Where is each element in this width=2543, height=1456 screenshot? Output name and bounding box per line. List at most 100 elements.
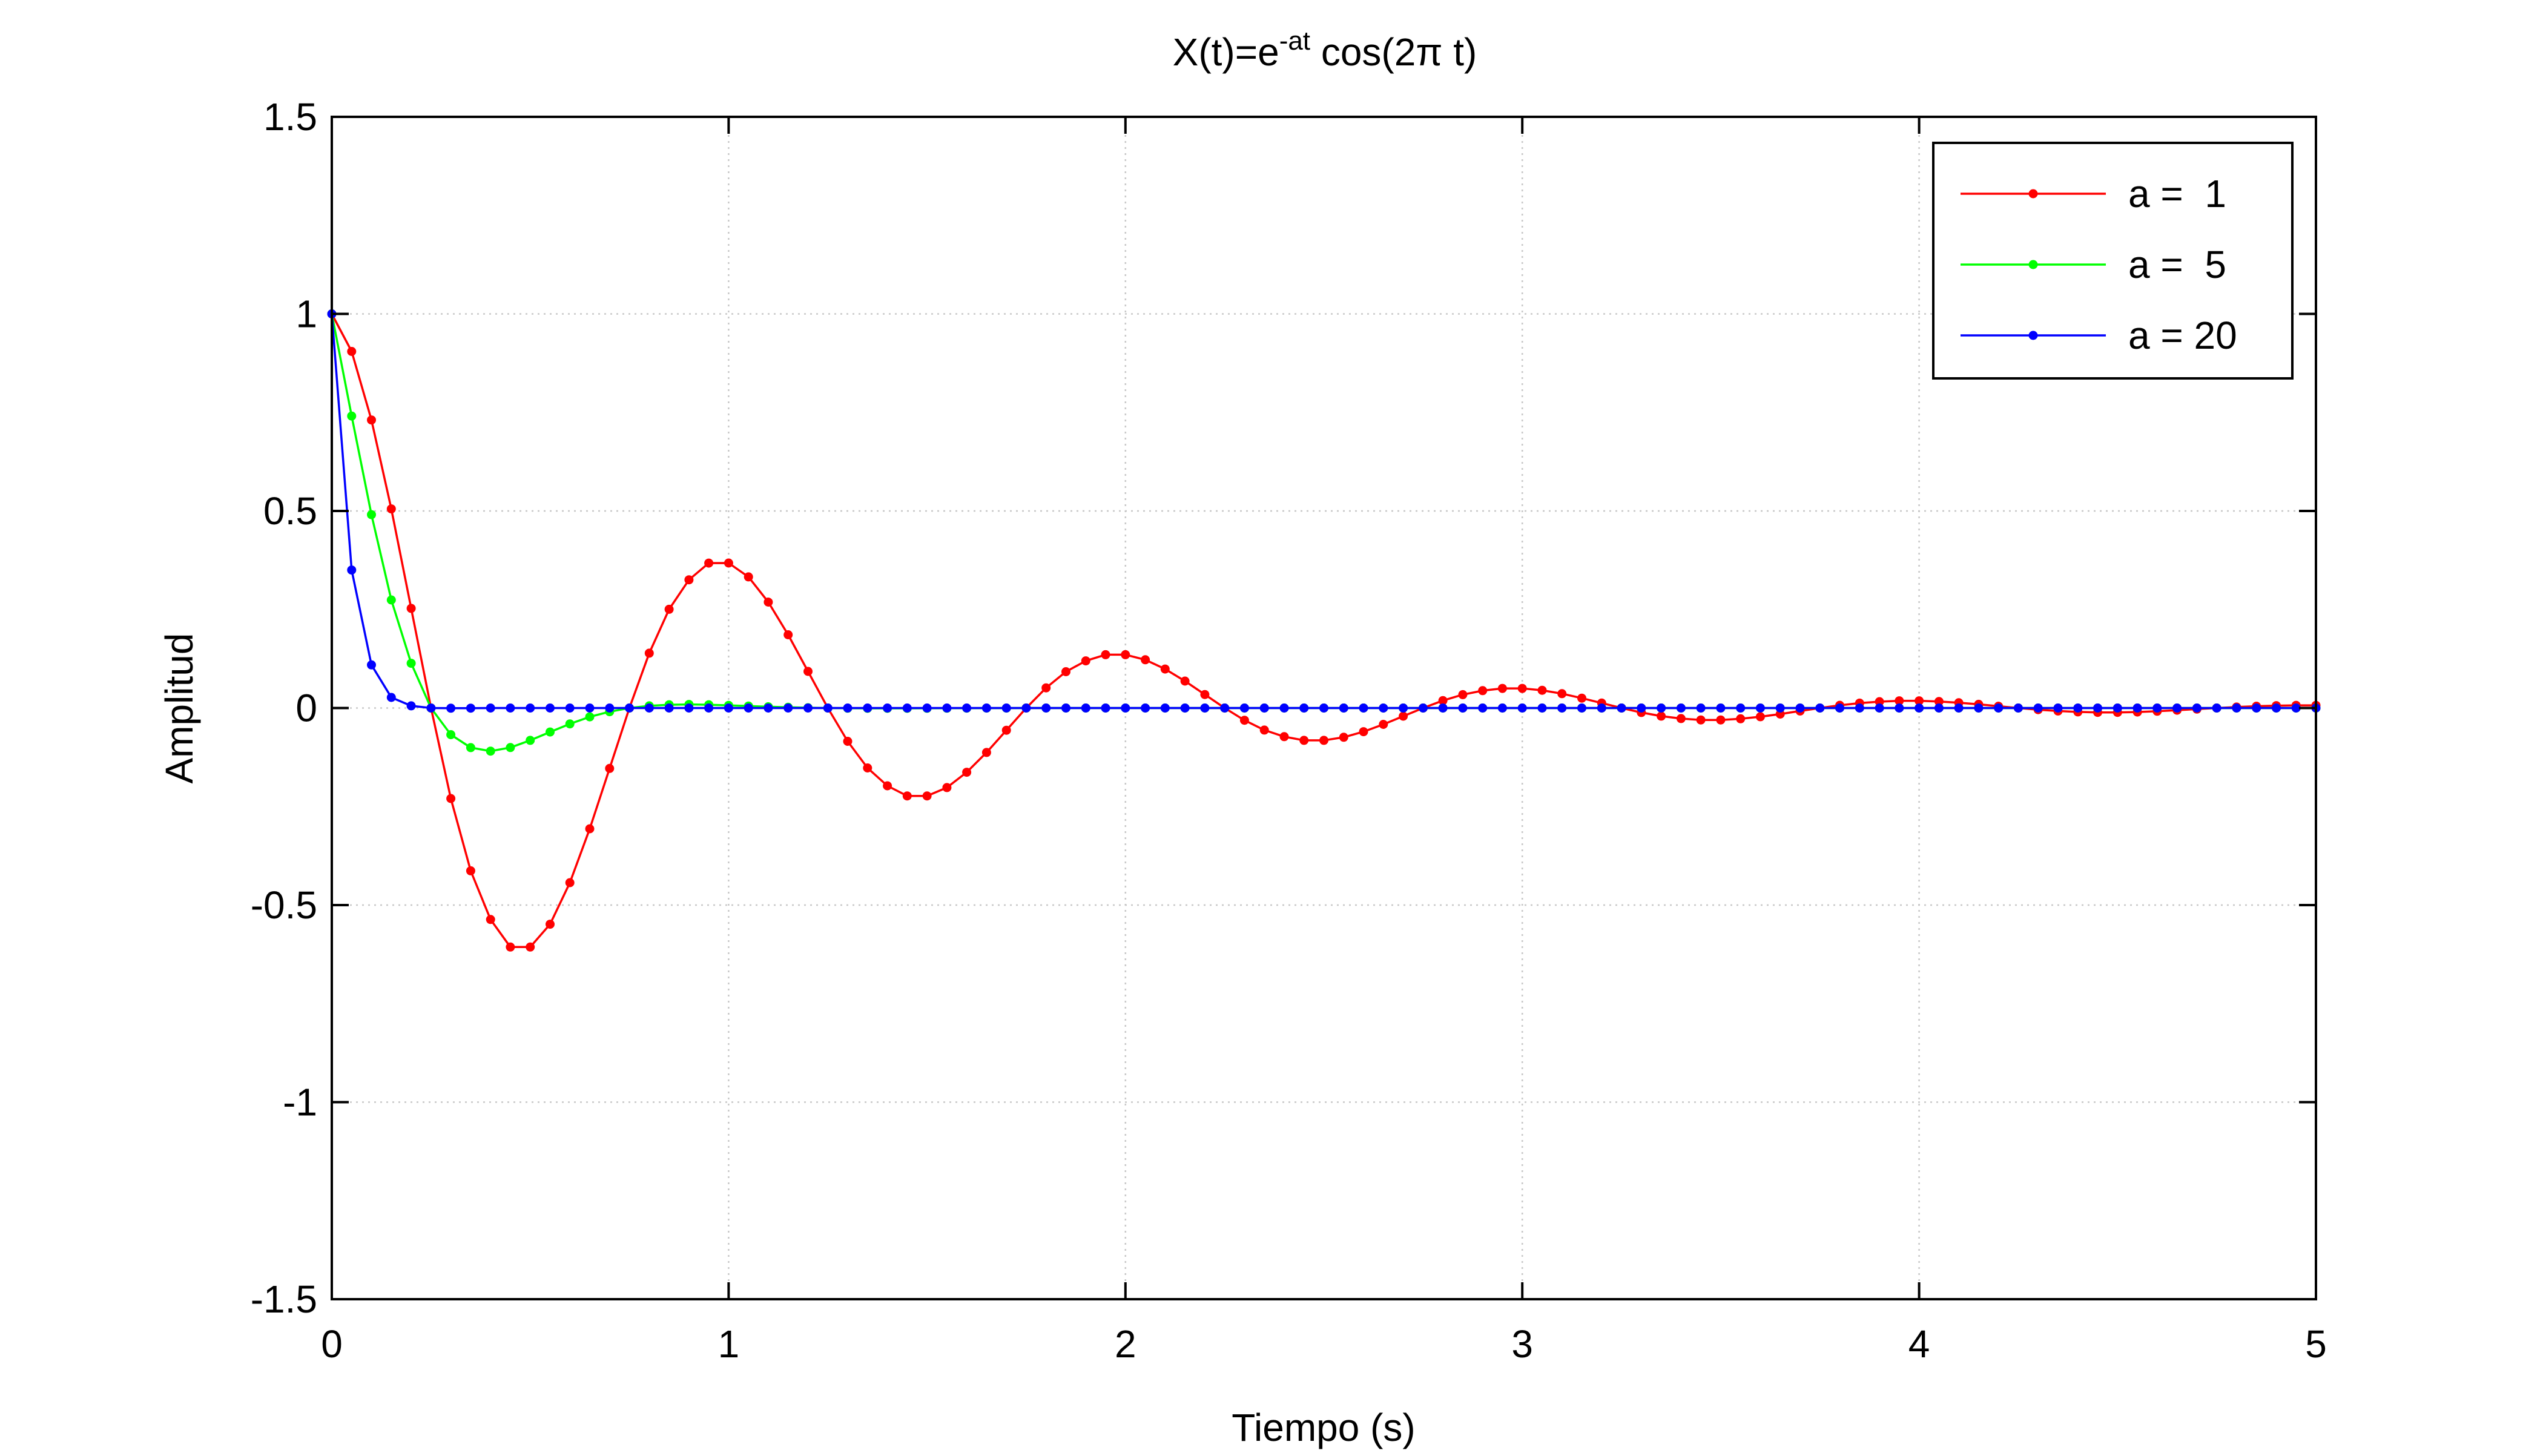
data-point: [1399, 711, 1408, 721]
x-tick-label: 3: [1511, 1322, 1533, 1366]
data-point: [764, 598, 773, 607]
data-point: [486, 703, 495, 713]
data-point: [1200, 690, 1210, 699]
data-point: [1517, 684, 1527, 693]
data-point: [1359, 703, 1368, 713]
x-tick-label: 5: [2305, 1322, 2327, 1366]
data-point: [843, 737, 853, 746]
chart-title-prefix: X(t)=e: [1173, 30, 1279, 74]
data-point: [1160, 703, 1170, 713]
data-point: [823, 703, 833, 713]
data-point: [2013, 703, 2023, 713]
data-point: [1557, 689, 1567, 699]
data-point: [565, 703, 575, 713]
x-tick-label: 1: [718, 1322, 740, 1366]
data-point: [863, 763, 872, 772]
data-point: [981, 748, 991, 757]
data-point: [2212, 703, 2221, 713]
data-point: [1279, 703, 1289, 713]
data-point: [526, 942, 535, 952]
data-point: [1815, 703, 1825, 713]
data-point: [2291, 703, 2301, 713]
data-point: [1795, 703, 1805, 713]
legend-label: a = 5: [2128, 243, 2226, 286]
data-point: [2053, 703, 2063, 713]
data-point: [1021, 703, 1031, 713]
data-point: [1716, 703, 1726, 713]
data-point: [764, 703, 773, 713]
data-point: [2192, 703, 2202, 713]
data-point: [466, 866, 475, 875]
data-point: [546, 920, 555, 929]
data-point: [1775, 703, 1785, 713]
data-point: [1934, 697, 1944, 707]
data-point: [1101, 650, 1110, 659]
data-point: [565, 719, 575, 729]
chart-title-superscript: -at: [1279, 26, 1310, 56]
data-point: [2172, 703, 2182, 713]
y-tick-label: 1.5: [263, 95, 317, 139]
data-point: [1657, 711, 1666, 721]
data-point: [744, 572, 753, 582]
data-point: [1220, 703, 1230, 713]
data-point: [1895, 696, 1904, 706]
data-point: [347, 411, 357, 421]
data-point: [2232, 703, 2241, 713]
y-tick-label: 0.5: [263, 489, 317, 533]
data-point: [2272, 703, 2281, 713]
chart-title-suffix: cos(2π t): [1310, 30, 1477, 74]
data-point: [1141, 703, 1150, 713]
data-point: [2113, 703, 2122, 713]
data-point: [704, 558, 714, 568]
data-point: [506, 743, 515, 753]
legend: a = 1 a = 5 a = 20: [1932, 142, 2294, 380]
data-point: [1974, 703, 1984, 713]
data-point: [1399, 703, 1408, 713]
data-point: [1855, 703, 1864, 713]
data-point: [2132, 703, 2142, 713]
data-point: [1755, 712, 1765, 722]
data-point: [1458, 690, 1468, 699]
data-point: [1835, 703, 1844, 713]
data-point: [1537, 685, 1547, 695]
data-point: [1041, 703, 1051, 713]
y-tick-label: 0: [295, 687, 317, 730]
data-point: [1597, 703, 1606, 713]
data-point: [386, 693, 396, 702]
data-point: [2033, 703, 2043, 713]
data-point: [2152, 703, 2162, 713]
data-point: [1497, 684, 1507, 693]
y-tick-label: -1.5: [251, 1277, 317, 1321]
data-point: [367, 660, 376, 670]
data-point: [1736, 703, 1746, 713]
data-point: [1577, 693, 1586, 703]
data-point: [605, 763, 615, 773]
data-point: [446, 730, 456, 739]
data-point: [565, 878, 575, 888]
data-point: [1696, 703, 1706, 713]
data-point: [1379, 720, 1388, 729]
data-point: [1537, 703, 1547, 713]
data-point: [1755, 703, 1765, 713]
data-point: [664, 703, 674, 713]
data-point: [1418, 703, 1428, 713]
y-tick-label: -0.5: [251, 883, 317, 927]
data-point: [1081, 656, 1090, 666]
data-point: [942, 703, 952, 713]
data-point: [347, 347, 357, 356]
data-point: [506, 703, 515, 713]
data-point: [1319, 736, 1328, 745]
data-point: [1478, 686, 1488, 696]
data-point: [1617, 703, 1626, 713]
data-point: [585, 824, 595, 834]
data-point: [902, 703, 912, 713]
data-point: [962, 703, 972, 713]
data-point: [1934, 703, 1944, 713]
data-point: [1379, 703, 1388, 713]
y-axis-label: Amplitud: [157, 633, 201, 784]
data-point: [585, 703, 595, 713]
data-point: [546, 703, 555, 713]
data-point: [1696, 715, 1706, 725]
data-point: [922, 791, 932, 801]
